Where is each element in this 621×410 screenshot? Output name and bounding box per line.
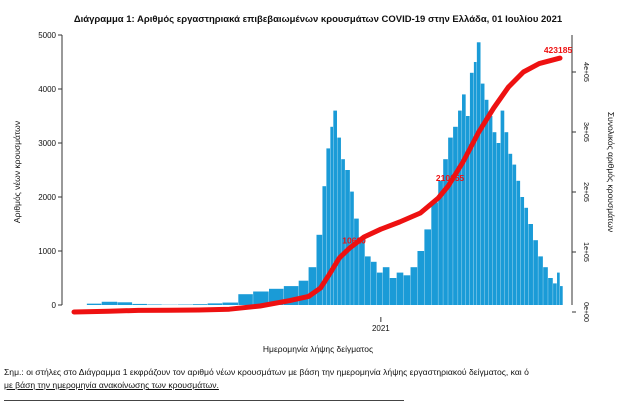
bar — [443, 159, 448, 305]
chart-note-line-1: Σημ.: οι στήλες στο Διάγραμμα 1 εκφράζου… — [4, 366, 618, 379]
chart-title: Διάγραμμα 1: Αριθμός εργαστηριακά επιβεβ… — [74, 14, 563, 25]
bar — [417, 251, 425, 305]
bar — [376, 272, 383, 305]
bar — [147, 304, 162, 305]
bar — [500, 110, 505, 305]
x-axis-label: Ημερομηνία λήψης δείγματος — [263, 344, 373, 354]
bar — [359, 240, 365, 305]
bar — [476, 42, 481, 305]
bar — [560, 286, 563, 305]
bar — [341, 159, 345, 305]
y2-tick-label: 4e+05 — [582, 62, 589, 82]
bar — [132, 303, 147, 305]
bar — [488, 116, 493, 305]
bar — [370, 261, 377, 305]
bar — [337, 137, 341, 305]
bar — [326, 148, 331, 305]
y2-axis-label: Συνολικός αριθμός κρουσμάτων — [606, 112, 616, 232]
bar — [308, 267, 317, 305]
bar — [469, 72, 474, 305]
y2-tick-label: 1e+05 — [582, 242, 589, 262]
y-tick-label: 3000 — [38, 139, 56, 148]
x-tick-label: 2021 — [372, 324, 390, 333]
bar — [345, 170, 350, 305]
bar — [389, 278, 397, 305]
bar — [86, 303, 102, 305]
bar — [458, 110, 462, 305]
bar — [448, 137, 453, 305]
bar — [316, 234, 323, 305]
bar — [557, 272, 560, 305]
y2-tick-label: 0e+00 — [582, 302, 589, 322]
bar — [222, 302, 239, 305]
bar — [543, 267, 548, 305]
bar — [333, 110, 337, 305]
chart-note-text-2: με βάση την ημερομηνία ανακοίνωσης των κ… — [4, 380, 219, 390]
bar — [484, 99, 489, 305]
bar — [424, 229, 432, 305]
bar — [354, 218, 359, 305]
bar — [453, 126, 458, 305]
y-tick-label: 1000 — [38, 247, 56, 256]
footnote-separator — [4, 400, 404, 402]
bar — [330, 126, 334, 305]
bar — [508, 153, 513, 305]
y-tick-label: 0 — [52, 301, 57, 310]
y-axis-label: Αριθμός νέων κρουσμάτων — [12, 121, 22, 223]
data-label: 423185 — [544, 45, 573, 55]
bar — [322, 186, 327, 305]
bar — [496, 143, 501, 305]
bar — [431, 202, 438, 305]
bar — [396, 272, 404, 305]
bar — [473, 62, 477, 305]
bar — [492, 132, 497, 305]
bar — [533, 240, 538, 305]
y2-tick-label: 3e+05 — [582, 122, 589, 142]
bar — [298, 280, 309, 305]
bar — [238, 294, 253, 305]
bar — [520, 197, 525, 305]
y-tick-label: 4000 — [38, 85, 56, 94]
bar — [504, 132, 509, 305]
bar — [548, 278, 553, 305]
chart-note-prefix: Σημ.: — [4, 367, 24, 377]
plot-area: 0 1000 2000 3000 4000 5000 0e+00 1e+05 2e+05 3e+0… — [38, 31, 589, 333]
bar — [462, 94, 466, 306]
bar — [117, 302, 133, 305]
bar — [207, 303, 223, 305]
bar — [480, 83, 485, 305]
bar — [403, 275, 411, 305]
data-label: 210255 — [436, 173, 465, 183]
bar — [438, 180, 443, 305]
bar — [528, 224, 533, 305]
chart-note: Σημ.: οι στήλες στο Διάγραμμα 1 εκφράζου… — [4, 366, 618, 392]
bar — [382, 267, 390, 305]
bar — [365, 256, 371, 305]
bar — [553, 283, 557, 305]
bar — [512, 164, 517, 305]
cumulative-line — [71, 55, 563, 315]
bar — [101, 301, 118, 305]
bar — [410, 267, 418, 305]
chart-note-line-2: με βάση την ημερομηνία ανακοίνωσης των κ… — [4, 379, 618, 392]
bar — [192, 304, 208, 305]
y-tick-label: 2000 — [38, 193, 56, 202]
y-tick-label: 5000 — [38, 31, 56, 40]
data-label: 10620 — [342, 235, 366, 245]
bar — [253, 291, 269, 305]
chart-note-text-1: οι στήλες στο Διάγραμμα 1 εκφράζουν τον … — [26, 367, 529, 377]
chart-area: Διάγραμμα 1: Αριθμός εργαστηριακά επιβεβ… — [12, 14, 616, 354]
bar — [516, 180, 521, 305]
bar — [524, 207, 529, 305]
bar — [538, 256, 543, 305]
y2-tick-label: 2e+05 — [582, 182, 589, 202]
bar — [465, 116, 470, 305]
